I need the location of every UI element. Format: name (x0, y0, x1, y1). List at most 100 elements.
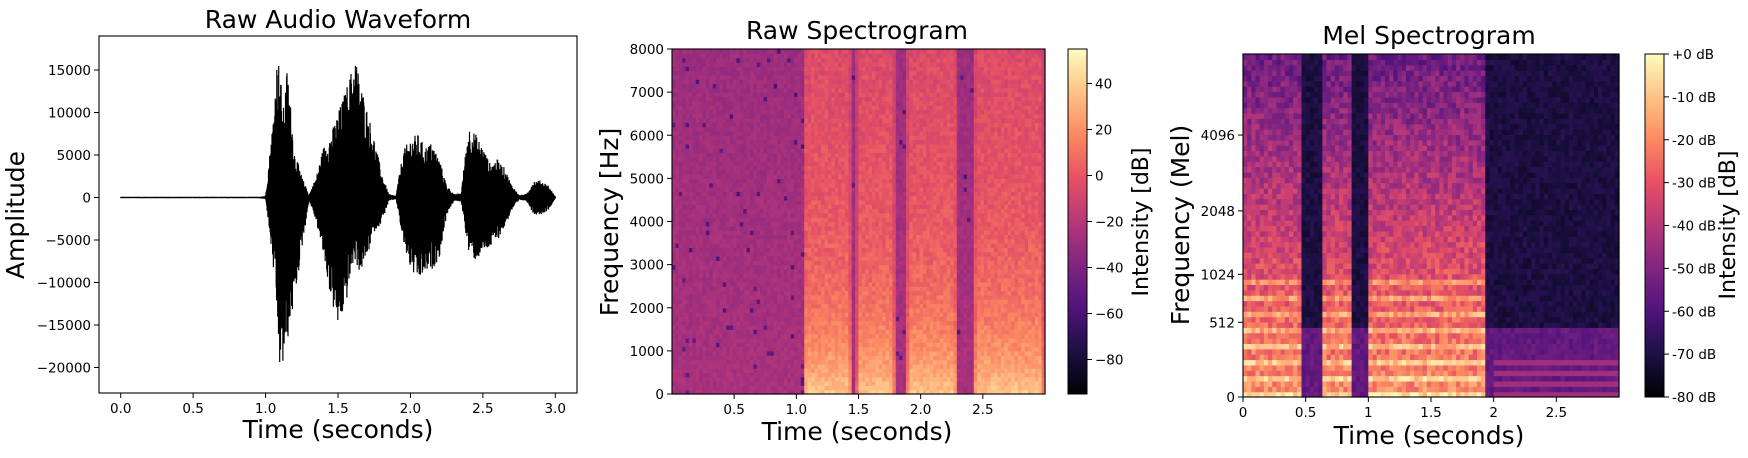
raw-spectrogram-cell (790, 204, 795, 210)
raw-spectrogram-cell (760, 350, 765, 356)
raw-spectrogram-cell (838, 187, 843, 192)
raw-spectrogram-cell (739, 368, 744, 374)
raw-spectrogram-cell (821, 346, 826, 352)
raw-spectrogram-cell (804, 294, 809, 300)
raw-spectrogram-cell (749, 204, 754, 210)
raw-spectrogram-cell (702, 74, 707, 80)
raw-spectrogram-cell (848, 256, 853, 261)
raw-spectrogram-cell (821, 230, 826, 236)
raw-spectrogram-cell (756, 161, 761, 167)
raw-spectrogram-cell (695, 152, 700, 158)
raw-spectrogram-cell (804, 152, 809, 158)
raw-spectrogram-cell (855, 320, 860, 326)
raw-spectrogram-cell (787, 389, 792, 395)
raw-spectrogram-cell (712, 359, 717, 365)
raw-spectrogram-cell (872, 294, 877, 300)
raw-spectrogram-cell (729, 66, 734, 72)
raw-spectrogram-cell (838, 195, 843, 201)
raw-spectrogram-cell (824, 208, 829, 214)
raw-spectrogram-cell (699, 139, 704, 145)
raw-spectrogram-cell (851, 182, 856, 188)
raw-spectrogram-cell (712, 204, 717, 210)
raw-spectrogram-cell (692, 346, 697, 352)
raw-spectrogram-cell (672, 381, 676, 386)
raw-spectrogram-cell (851, 70, 856, 76)
raw-spectrogram-cell (817, 174, 822, 179)
raw-spectrogram-cell (756, 165, 761, 171)
raw-spectrogram-cell (766, 79, 771, 85)
raw-spectrogram-cell (838, 174, 843, 179)
raw-spectrogram-cell (817, 70, 822, 76)
raw-spectrogram-cell (780, 199, 785, 205)
raw-spectrogram-cell (777, 212, 782, 218)
raw-spectrogram-cell (695, 105, 700, 110)
raw-spectrogram-cell (736, 217, 741, 223)
raw-spectrogram-cell (794, 57, 799, 63)
raw-spectrogram-cell (838, 303, 843, 309)
raw-spectrogram-cell (678, 105, 683, 110)
raw-spectrogram-cell (773, 66, 778, 72)
raw-spectrogram-cell (780, 329, 785, 335)
raw-spectrogram-cell (780, 372, 785, 378)
raw-spectrogram-cell (760, 389, 765, 395)
raw-spectrogram-cell (726, 234, 731, 240)
raw-spectrogram-cell (743, 333, 748, 339)
raw-spectrogram-cell (756, 316, 761, 322)
raw-spectrogram-cell (766, 316, 771, 322)
raw-spectrogram-cell (749, 199, 754, 205)
raw-spectrogram-cell (858, 79, 863, 85)
raw-spectrogram-cell (804, 122, 809, 128)
raw-spectrogram-cell (770, 139, 775, 145)
raw-spectrogram-cell (777, 243, 782, 248)
raw-spectrogram-cell (821, 165, 826, 171)
raw-spectrogram-cell (841, 139, 846, 145)
raw-spectrogram-cell (763, 113, 768, 119)
raw-spectrogram-cell (848, 320, 853, 326)
raw-spectrogram-cell (811, 70, 816, 76)
raw-spectrogram-cell (746, 130, 751, 136)
raw-spectrogram-cell (865, 346, 870, 352)
raw-spectrogram-cell (716, 118, 721, 123)
raw-spectrogram-cell (841, 165, 846, 171)
raw-spectrogram-cell (858, 87, 863, 93)
raw-spectrogram-cell (756, 109, 761, 115)
raw-spectrogram-cell (733, 57, 738, 63)
raw-spectrogram-cell (834, 57, 839, 63)
raw-spectrogram-cell (858, 187, 863, 192)
raw-spectrogram-cell (824, 329, 829, 335)
raw-spectrogram-cell (827, 256, 832, 261)
raw-spectrogram-cell (716, 381, 721, 386)
raw-spectrogram-cell (804, 92, 809, 98)
raw-spectrogram-cell (807, 66, 812, 72)
raw-spectrogram-cell (797, 294, 802, 300)
raw-spectrogram-cell (787, 178, 792, 184)
raw-spectrogram-cell (807, 320, 812, 326)
raw-spectrogram-cell (878, 191, 883, 197)
raw-spectrogram-cell (814, 169, 819, 175)
raw-spectrogram-cell (756, 143, 761, 149)
raw-spectrogram-cell (672, 208, 676, 214)
raw-spectrogram-cell (716, 299, 721, 305)
raw-spectrogram-cell (834, 79, 839, 85)
raw-spectrogram-cell (699, 148, 704, 154)
raw-spectrogram-cell (722, 165, 727, 171)
raw-spectrogram-cell (763, 350, 768, 356)
raw-spectrogram-cell (831, 79, 836, 85)
raw-spectrogram-cell (872, 277, 877, 283)
raw-spectrogram-cell (790, 208, 795, 214)
raw-spectrogram-cell (760, 118, 765, 123)
raw-spectrogram-cell (739, 152, 744, 158)
raw-spectrogram-cell (746, 355, 751, 361)
raw-spectrogram-cell (865, 273, 870, 279)
raw-spectrogram-cell (841, 208, 846, 214)
raw-spectrogram-cell (807, 268, 812, 274)
raw-spectrogram-cell (702, 325, 707, 330)
raw-spectrogram-cell (797, 355, 802, 361)
raw-spectrogram-cell (678, 87, 683, 93)
raw-spectrogram-cell (773, 346, 778, 352)
raw-spectrogram-cell (688, 381, 693, 386)
raw-spectrogram-cell (817, 208, 822, 214)
raw-spectrogram-cell (834, 350, 839, 356)
raw-spectrogram-cell (760, 290, 765, 296)
raw-spectrogram-cell (733, 376, 738, 382)
